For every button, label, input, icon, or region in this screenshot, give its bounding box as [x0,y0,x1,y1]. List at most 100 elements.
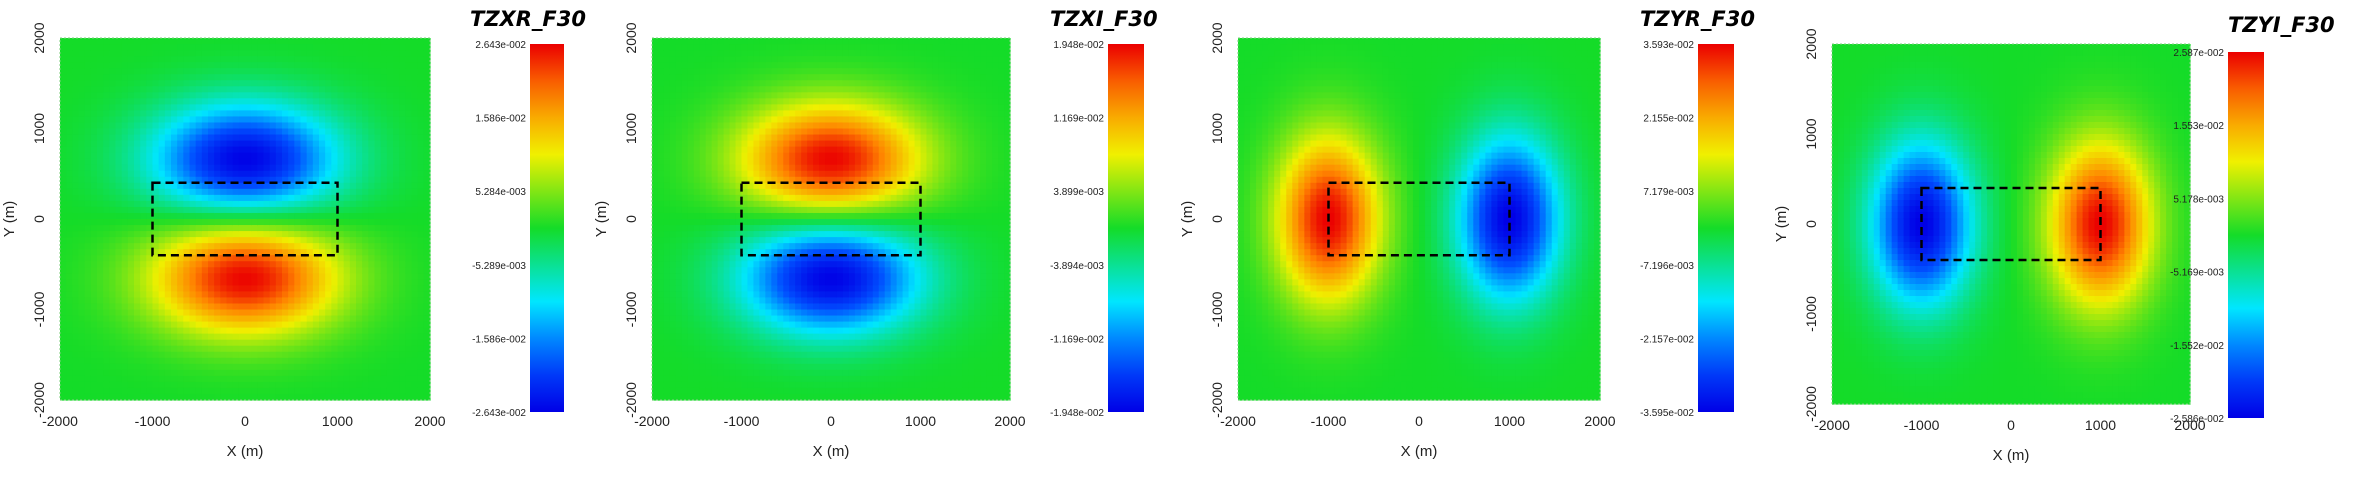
heatmap-cell [251,303,258,311]
heatmap-cell [103,86,110,93]
heatmap-cell [657,194,665,202]
heatmap-cell [759,291,766,299]
heatmap-cell [753,231,760,238]
heatmap-cell [319,267,326,274]
heatmap-cell [300,255,308,262]
heatmap-cell [164,387,172,395]
heatmap-cell [783,44,790,51]
heatmap-cell [226,86,234,93]
heatmap-cell [393,285,400,292]
heatmap-cell [759,104,766,111]
heatmap-cell [201,273,209,280]
heatmap-cell [362,375,369,383]
heatmap-cell [269,375,277,383]
heatmap-cell [238,68,246,75]
heatmap-cell [681,327,689,335]
heatmap-cell [368,219,376,226]
heatmap-cell [300,357,308,365]
heatmap-cell [693,273,701,280]
heatmap-cell [238,122,246,130]
heatmap-cell [687,146,695,154]
heatmap-cell [257,80,265,87]
heatmap-cell [417,363,425,371]
heatmap-cell [417,345,425,353]
heatmap-cell [312,68,320,75]
heatmap-cell [386,188,394,196]
heatmap-cell [356,56,363,63]
heatmap-cell [423,369,431,377]
heatmap-cell [349,369,357,377]
heatmap-cell [783,321,790,329]
heatmap-cell [362,176,369,184]
heatmap-cell [368,68,376,75]
heatmap-cell [115,315,123,323]
heatmap-cell [226,38,234,45]
heatmap-cell [60,219,67,226]
heatmap-cell [226,44,234,51]
heatmap-cell [146,327,154,335]
heatmap-cell [171,375,178,383]
heatmap-cell [164,86,172,93]
heatmap-cell [343,206,351,214]
heatmap-cell [331,261,339,268]
heatmap-cell [245,237,252,244]
heatmap-cell [325,152,332,160]
heatmap-cell [325,200,332,208]
heatmap-cell [417,200,425,208]
heatmap-cell [306,38,314,45]
heatmap-cell [146,140,154,148]
heatmap-cell [127,194,135,202]
heatmap-cell [263,134,271,142]
heatmap-cell [109,321,117,329]
heatmap-cell [121,176,129,184]
heatmap-cell [294,212,302,220]
heatmap-cell [306,231,314,238]
heatmap-cell [337,188,345,196]
heatmap-cell [417,327,425,335]
heatmap-cell [411,231,419,238]
heatmap-cell [177,225,184,232]
heatmap-cell [226,267,234,274]
heatmap-cell [269,212,277,220]
heatmap-cell [759,98,766,105]
heatmap-cell [232,273,240,280]
heatmap-cell [669,188,677,196]
heatmap-cell [765,351,772,359]
heatmap-cell [294,225,302,232]
heatmap-cell [729,339,737,347]
colorbar-tick-label: -2.643e-002 [472,408,526,419]
heatmap-cell [208,351,215,359]
heatmap-cell [282,74,289,81]
heatmap-cell [735,261,743,268]
heatmap-cell [331,255,339,262]
heatmap-cell [777,182,784,190]
heatmap-cell [663,158,671,166]
heatmap-cell [269,327,277,335]
heatmap-cell [78,357,86,365]
heatmap-cell [747,188,755,196]
heatmap-cell [282,321,289,329]
heatmap-cell [121,261,129,268]
heatmap-cell [693,297,701,305]
heatmap-cell [84,176,92,184]
heatmap-cell [675,345,683,353]
heatmap-cell [374,206,382,214]
heatmap-cell [84,291,92,299]
heatmap-cell [109,309,117,317]
heatmap-cell [374,303,382,311]
heatmap-cell [97,261,104,268]
heatmap-cell [60,375,67,383]
heatmap-cell [201,128,209,136]
heatmap-cell [257,104,265,111]
heatmap-cell [711,237,719,244]
heatmap-cell [232,104,240,111]
heatmap-cell [687,134,695,142]
heatmap-cell [146,345,154,353]
heatmap-cell [238,200,246,208]
heatmap-cell [356,176,363,184]
heatmap-cell [693,140,701,148]
heatmap-cell [417,182,425,190]
heatmap-cell [177,164,184,172]
heatmap-cell [399,291,406,299]
heatmap-cell [115,146,123,154]
